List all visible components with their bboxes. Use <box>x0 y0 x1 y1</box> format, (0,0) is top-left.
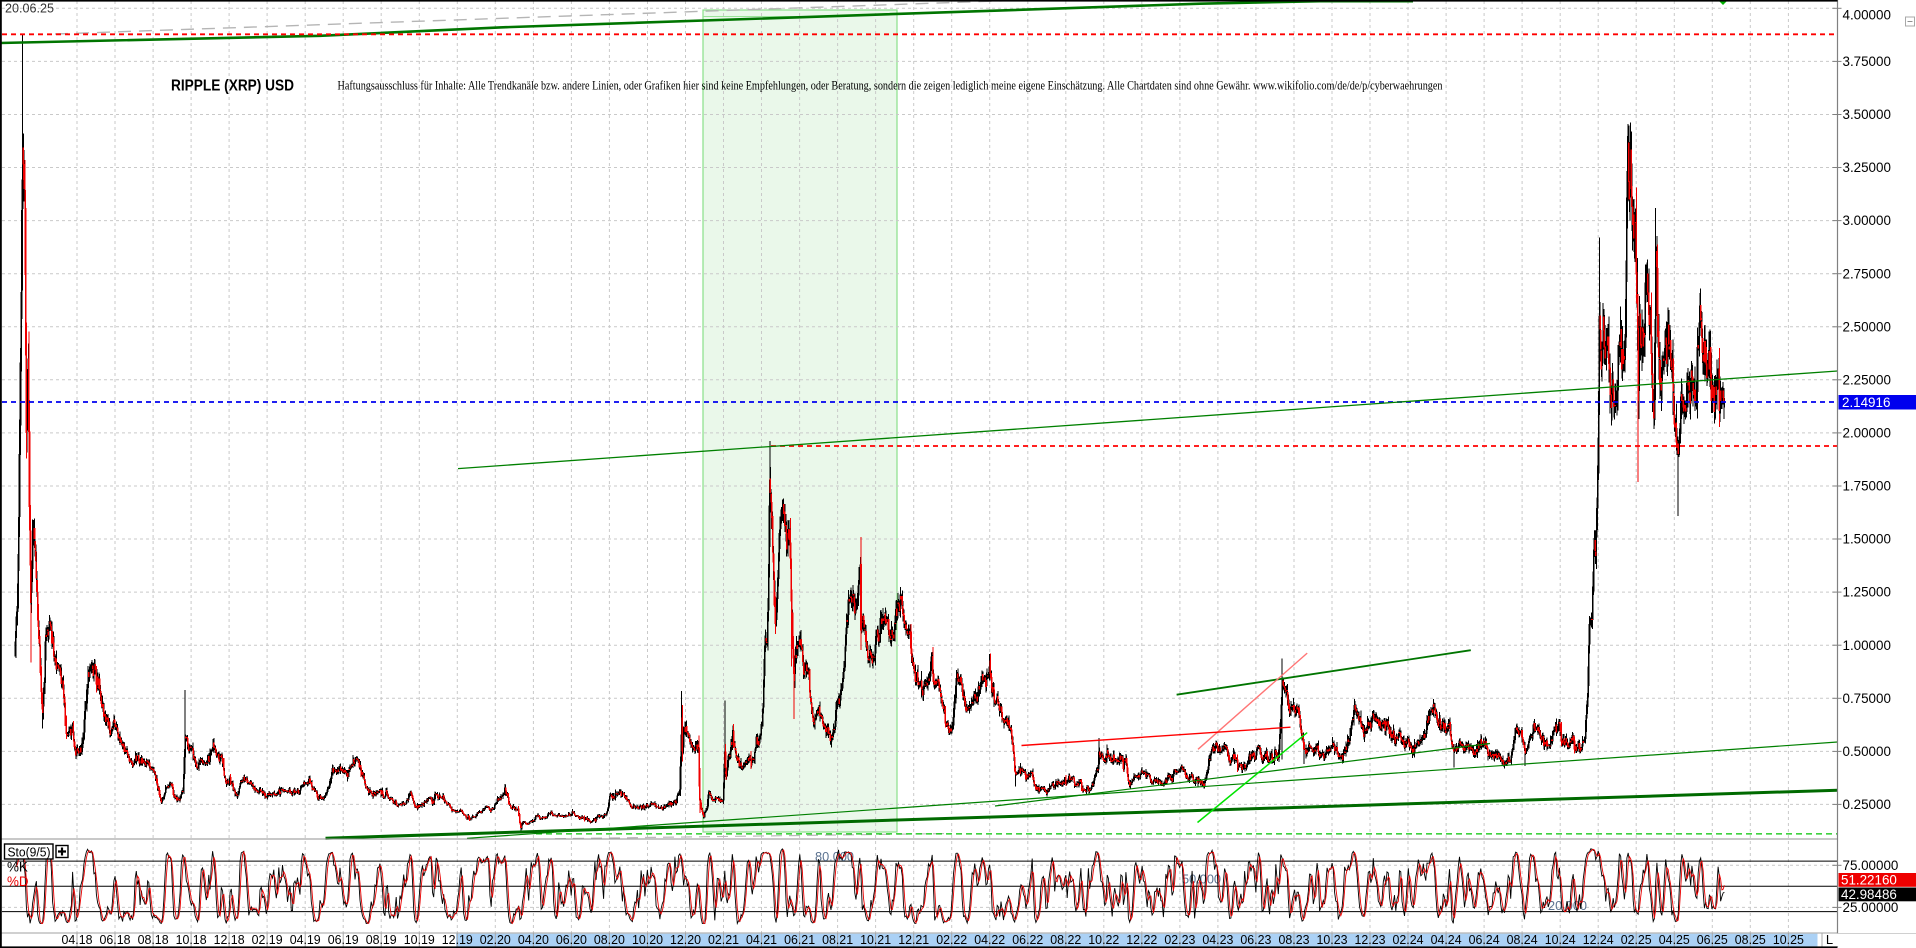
svg-text:02.24: 02.24 <box>1393 932 1424 947</box>
svg-text:1.50000: 1.50000 <box>1843 532 1891 547</box>
svg-text:25.00000: 25.00000 <box>1843 900 1899 915</box>
svg-text:%K: %K <box>7 860 28 875</box>
svg-text:06.22: 06.22 <box>1012 932 1043 947</box>
svg-text:20.06.25: 20.06.25 <box>5 1 54 16</box>
svg-text:06.21: 06.21 <box>784 932 815 947</box>
svg-text:06.19: 06.19 <box>328 932 359 947</box>
svg-text:08.24: 08.24 <box>1507 932 1538 947</box>
svg-text:04.22: 04.22 <box>974 932 1005 947</box>
svg-text:10.18: 10.18 <box>176 932 207 947</box>
svg-text:75.00000: 75.00000 <box>1843 858 1899 873</box>
svg-text:10.25: 10.25 <box>1773 932 1804 947</box>
svg-text:06.24: 06.24 <box>1469 932 1500 947</box>
svg-text:3.50000: 3.50000 <box>1843 107 1891 122</box>
svg-text:12.18: 12.18 <box>214 932 245 947</box>
svg-text:02.21: 02.21 <box>708 932 739 947</box>
svg-text:04.25: 04.25 <box>1659 932 1690 947</box>
svg-text:51.22160: 51.22160 <box>1841 872 1897 887</box>
svg-text:02.23: 02.23 <box>1164 932 1195 947</box>
svg-text:10.23: 10.23 <box>1317 932 1348 947</box>
svg-text:06.23: 06.23 <box>1240 932 1271 947</box>
svg-text:%D: %D <box>7 874 29 889</box>
svg-text:10.24: 10.24 <box>1545 932 1576 947</box>
svg-text:04.21: 04.21 <box>746 932 777 947</box>
svg-text:08.25: 08.25 <box>1735 932 1766 947</box>
svg-text:10.22: 10.22 <box>1088 932 1119 947</box>
svg-text:2.50000: 2.50000 <box>1843 319 1891 334</box>
svg-text:0.25000: 0.25000 <box>1843 797 1891 812</box>
svg-text:08.20: 08.20 <box>594 932 625 947</box>
svg-text:3.25000: 3.25000 <box>1843 160 1891 175</box>
svg-text:04.24: 04.24 <box>1431 932 1462 947</box>
svg-text:1.25000: 1.25000 <box>1843 585 1891 600</box>
svg-text:02.22: 02.22 <box>936 932 967 947</box>
svg-text:08.18: 08.18 <box>138 932 169 947</box>
svg-text:08.23: 08.23 <box>1279 932 1310 947</box>
svg-text:10.20: 10.20 <box>632 932 663 947</box>
svg-text:2.14916: 2.14916 <box>1842 395 1890 410</box>
svg-text:12.23: 12.23 <box>1355 932 1386 947</box>
svg-text:L: L <box>1826 932 1833 947</box>
svg-text:2.25000: 2.25000 <box>1843 372 1891 387</box>
svg-text:04.20: 04.20 <box>518 932 549 947</box>
svg-text:12.19: 12.19 <box>442 932 473 947</box>
svg-text:1.00000: 1.00000 <box>1843 638 1891 653</box>
svg-text:10.19: 10.19 <box>404 932 435 947</box>
svg-text:RIPPLE (XRP) USD: RIPPLE (XRP) USD <box>171 78 294 95</box>
svg-text:3.75000: 3.75000 <box>1843 54 1891 69</box>
svg-text:08.21: 08.21 <box>822 932 853 947</box>
svg-text:04.19: 04.19 <box>290 932 321 947</box>
svg-text:04.23: 04.23 <box>1202 932 1233 947</box>
svg-text:1.75000: 1.75000 <box>1843 479 1891 494</box>
svg-text:2.00000: 2.00000 <box>1843 426 1891 441</box>
svg-text:0.50000: 0.50000 <box>1843 744 1891 759</box>
svg-text:08.19: 08.19 <box>366 932 397 947</box>
svg-text:42.98486: 42.98486 <box>1841 887 1897 902</box>
svg-text:06.18: 06.18 <box>100 932 131 947</box>
svg-text:02.25: 02.25 <box>1621 932 1652 947</box>
svg-text:06.20: 06.20 <box>556 932 587 947</box>
svg-text:04.18: 04.18 <box>62 932 93 947</box>
svg-text:08.22: 08.22 <box>1050 932 1081 947</box>
svg-text:12.21: 12.21 <box>898 932 929 947</box>
svg-text:02.20: 02.20 <box>480 932 511 947</box>
svg-text:12.20: 12.20 <box>670 932 701 947</box>
svg-text:12.24: 12.24 <box>1583 932 1614 947</box>
svg-text:3.00000: 3.00000 <box>1843 213 1891 228</box>
svg-text:0.75000: 0.75000 <box>1843 691 1891 706</box>
svg-text:06.25: 06.25 <box>1697 932 1728 947</box>
svg-text:4.00000: 4.00000 <box>1843 8 1891 23</box>
svg-text:12.22: 12.22 <box>1126 932 1157 947</box>
svg-text:2.75000: 2.75000 <box>1843 266 1891 281</box>
svg-text:80.000: 80.000 <box>815 849 854 864</box>
svg-text:Sto(9/5): Sto(9/5) <box>8 845 51 860</box>
svg-text:10.21: 10.21 <box>860 932 891 947</box>
svg-text:Haftungsausschluss für Inhalte: Haftungsausschluss für Inhalte: Alle Tre… <box>338 79 1443 93</box>
svg-text:02.19: 02.19 <box>252 932 283 947</box>
